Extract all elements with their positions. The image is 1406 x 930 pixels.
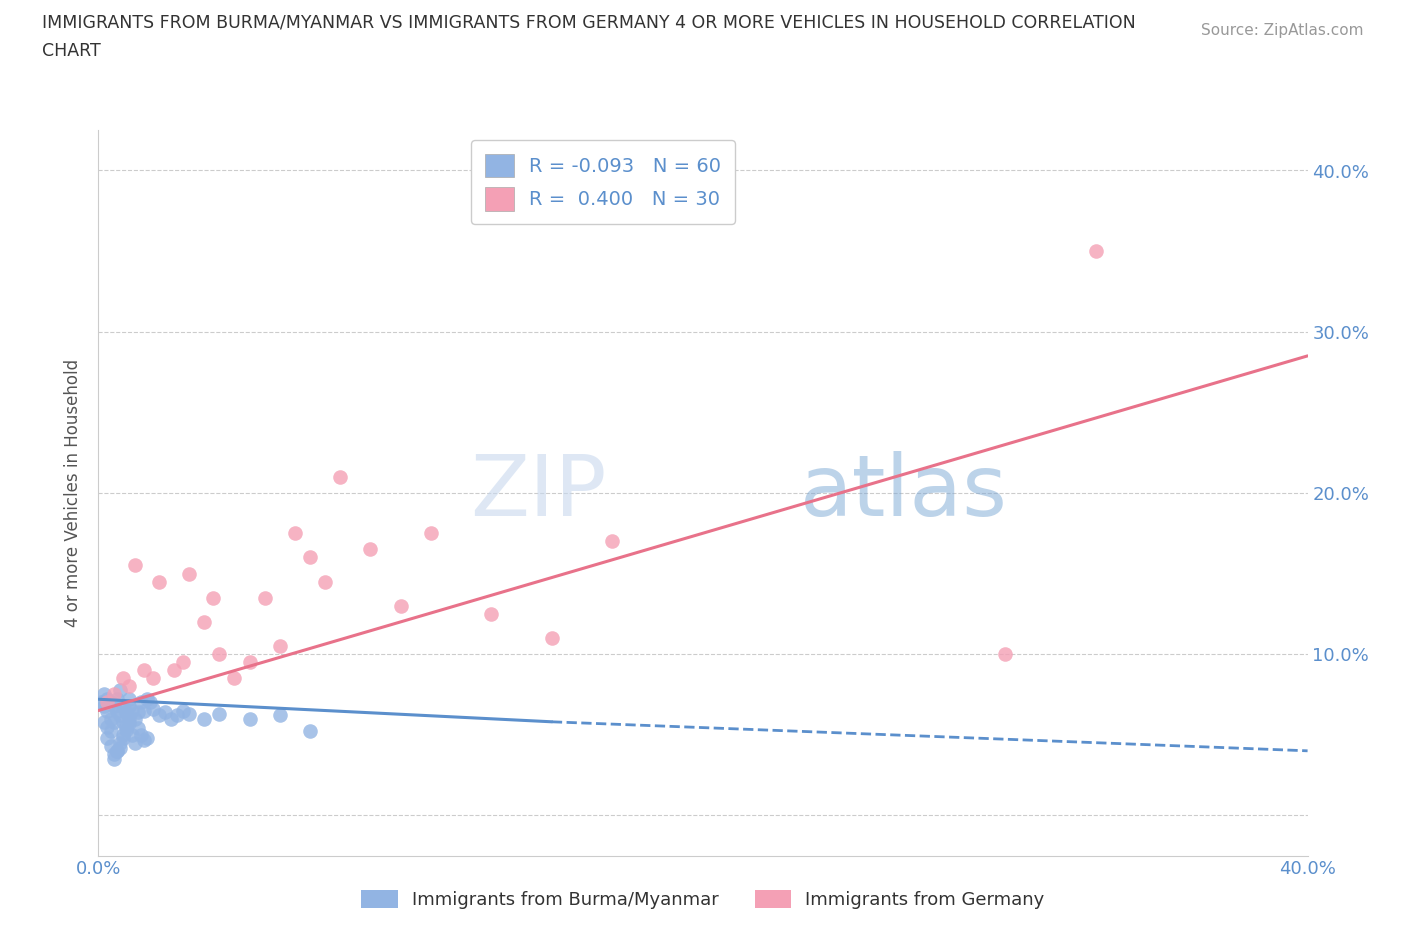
Point bbox=[114, 705, 136, 720]
Point bbox=[239, 711, 262, 726]
Point bbox=[135, 692, 157, 707]
Point bbox=[208, 706, 231, 721]
Point bbox=[114, 723, 136, 737]
Point bbox=[93, 698, 115, 713]
Point bbox=[994, 646, 1017, 661]
Point bbox=[148, 574, 170, 589]
Point bbox=[108, 740, 131, 755]
Point bbox=[118, 679, 141, 694]
Point bbox=[118, 692, 141, 707]
Point bbox=[540, 631, 562, 645]
Point bbox=[132, 732, 155, 747]
Point bbox=[139, 695, 162, 710]
Point bbox=[153, 705, 176, 720]
Legend: R = -0.093   N = 60, R =  0.400   N = 30: R = -0.093 N = 60, R = 0.400 N = 30 bbox=[471, 140, 735, 224]
Point bbox=[100, 695, 122, 710]
Text: ZIP: ZIP bbox=[470, 451, 606, 535]
Point bbox=[269, 639, 291, 654]
Point bbox=[124, 736, 146, 751]
Point bbox=[239, 655, 262, 670]
Point bbox=[481, 606, 503, 621]
Point bbox=[166, 708, 188, 723]
Point bbox=[108, 736, 131, 751]
Point bbox=[142, 671, 165, 685]
Point bbox=[111, 727, 134, 742]
Text: IMMIGRANTS FROM BURMA/MYANMAR VS IMMIGRANTS FROM GERMANY 4 OR MORE VEHICLES IN H: IMMIGRANTS FROM BURMA/MYANMAR VS IMMIGRA… bbox=[42, 14, 1136, 32]
Point bbox=[105, 703, 128, 718]
Point bbox=[121, 727, 143, 742]
Point bbox=[253, 591, 276, 605]
Point bbox=[111, 714, 134, 729]
Point bbox=[90, 695, 112, 710]
Point bbox=[172, 703, 194, 718]
Point bbox=[111, 698, 134, 713]
Point bbox=[269, 708, 291, 723]
Point bbox=[132, 663, 155, 678]
Point bbox=[224, 671, 246, 685]
Legend: Immigrants from Burma/Myanmar, Immigrants from Germany: Immigrants from Burma/Myanmar, Immigrant… bbox=[354, 883, 1052, 916]
Point bbox=[127, 705, 149, 720]
Point bbox=[193, 615, 215, 630]
Point bbox=[329, 470, 352, 485]
Point bbox=[389, 598, 412, 613]
Point bbox=[93, 687, 115, 702]
Point bbox=[100, 711, 122, 726]
Point bbox=[96, 730, 118, 745]
Point bbox=[108, 682, 131, 697]
Point bbox=[103, 747, 125, 762]
Point bbox=[127, 721, 149, 736]
Point bbox=[111, 671, 134, 685]
Point bbox=[284, 525, 307, 540]
Point bbox=[103, 698, 125, 713]
Point bbox=[179, 566, 201, 581]
Point bbox=[193, 711, 215, 726]
Point bbox=[163, 663, 186, 678]
Point bbox=[124, 558, 146, 573]
Point bbox=[103, 751, 125, 766]
Point bbox=[118, 698, 141, 713]
Point bbox=[118, 716, 141, 731]
Point bbox=[108, 708, 131, 723]
Point bbox=[160, 711, 183, 726]
Text: Source: ZipAtlas.com: Source: ZipAtlas.com bbox=[1201, 23, 1364, 38]
Point bbox=[360, 542, 382, 557]
Point bbox=[96, 703, 118, 718]
Point bbox=[202, 591, 225, 605]
Point bbox=[135, 730, 157, 745]
Point bbox=[105, 692, 128, 707]
Point bbox=[208, 646, 231, 661]
Point bbox=[602, 534, 624, 549]
Point bbox=[103, 714, 125, 729]
Point bbox=[314, 574, 336, 589]
Point bbox=[103, 687, 125, 702]
Text: atlas: atlas bbox=[800, 451, 1008, 535]
Point bbox=[114, 719, 136, 734]
Point bbox=[129, 727, 152, 742]
Point bbox=[105, 743, 128, 758]
Y-axis label: 4 or more Vehicles in Household: 4 or more Vehicles in Household bbox=[65, 359, 83, 627]
Point bbox=[121, 703, 143, 718]
Point bbox=[142, 701, 165, 716]
Point bbox=[179, 706, 201, 721]
Point bbox=[299, 724, 322, 739]
Text: CHART: CHART bbox=[42, 42, 101, 60]
Point bbox=[124, 711, 146, 726]
Point bbox=[105, 743, 128, 758]
Point bbox=[118, 711, 141, 726]
Point bbox=[299, 550, 322, 565]
Point bbox=[172, 655, 194, 670]
Point bbox=[96, 692, 118, 707]
Point bbox=[96, 695, 118, 710]
Point bbox=[148, 708, 170, 723]
Point bbox=[93, 714, 115, 729]
Point bbox=[129, 695, 152, 710]
Point bbox=[100, 724, 122, 739]
Point bbox=[1085, 244, 1108, 259]
Point bbox=[100, 738, 122, 753]
Point bbox=[111, 730, 134, 745]
Point bbox=[96, 719, 118, 734]
Point bbox=[420, 525, 443, 540]
Point bbox=[132, 703, 155, 718]
